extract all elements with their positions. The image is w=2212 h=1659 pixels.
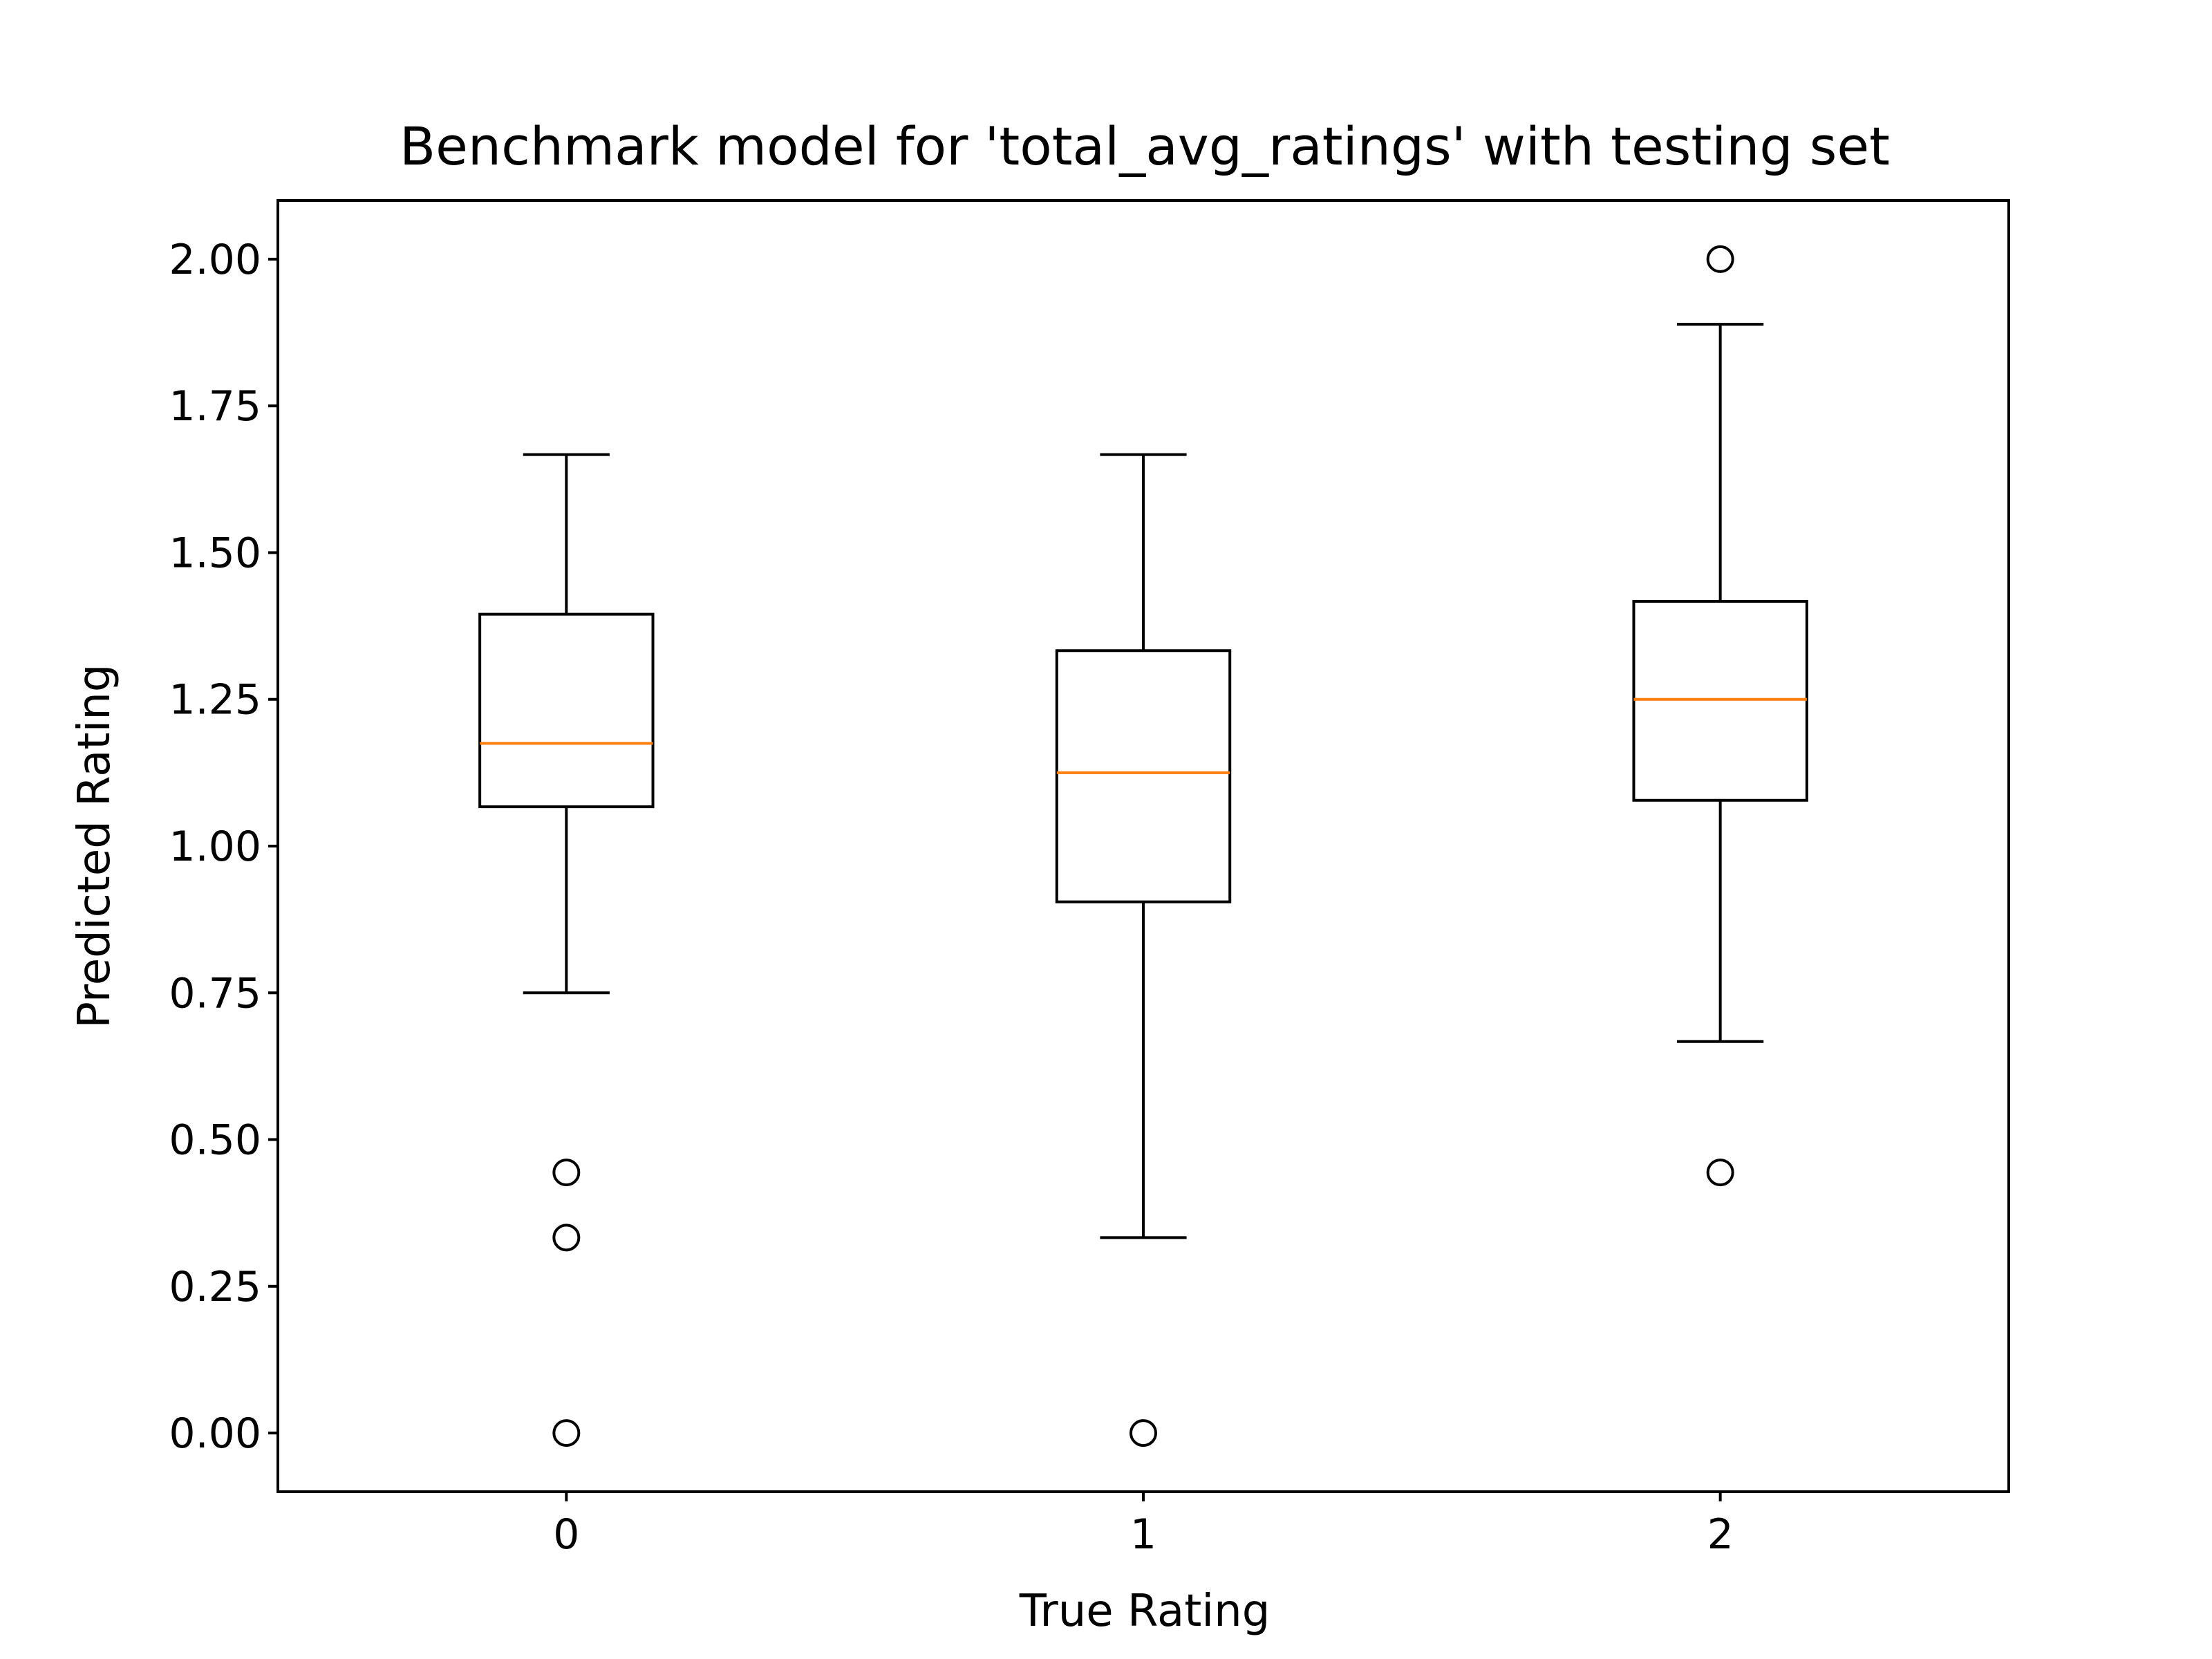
x-axis: 0 1 2 (553, 1492, 1734, 1559)
y-tick-label: 2.00 (169, 236, 261, 284)
box-group-0 (478, 453, 655, 1447)
y-tick-label: 0.75 (169, 969, 261, 1018)
x-tick-label: 0 (553, 1510, 579, 1559)
outlier-point (552, 1159, 581, 1187)
outlier-point (1130, 1419, 1157, 1447)
box-iqr (1055, 649, 1232, 903)
outlier-point (552, 1419, 581, 1447)
x-axis-label: True Rating (1019, 1586, 1271, 1637)
y-axis-label: Predicted Rating (69, 664, 120, 1028)
box-group-2 (1632, 245, 1808, 1187)
y-tick-label: 1.75 (169, 382, 261, 431)
outlier-point (552, 1224, 581, 1252)
outlier-point (1706, 245, 1734, 273)
x-tick-label: 2 (1707, 1510, 1734, 1559)
y-tick-label: 0.50 (169, 1116, 261, 1165)
box-group-1 (1055, 453, 1232, 1447)
x-tick-label: 1 (1130, 1510, 1156, 1559)
chart-title: Benchmark model for 'total_avg_ratings' … (400, 115, 1890, 177)
y-tick-label: 0.00 (169, 1409, 261, 1458)
y-tick-label: 1.25 (169, 676, 261, 724)
box-iqr (478, 612, 655, 809)
y-tick-label: 1.00 (169, 823, 261, 871)
box-iqr (1632, 599, 1808, 802)
plot-area (478, 245, 1808, 1447)
y-tick-label: 0.25 (169, 1263, 261, 1311)
y-axis: 0.00 0.25 0.50 0.75 1.00 1.25 1.50 1.75 2.00 (169, 236, 278, 1458)
outlier-point (1706, 1159, 1734, 1187)
y-tick-label: 1.50 (169, 529, 261, 577)
